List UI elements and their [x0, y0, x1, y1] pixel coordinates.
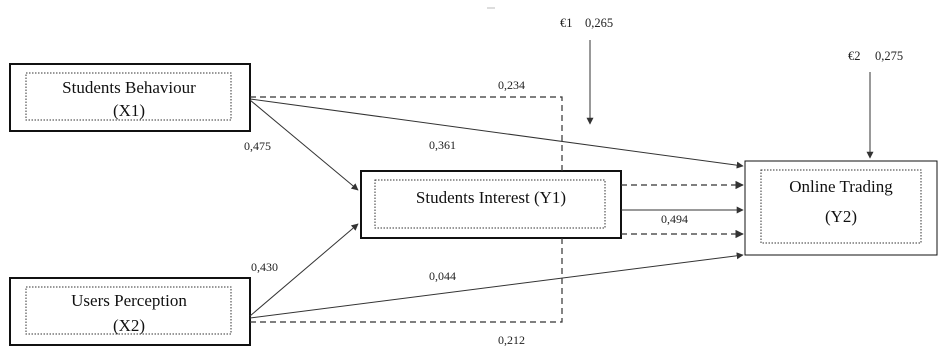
coef-x2-to-y1: 0,430 [251, 260, 278, 274]
coef-x1-to-y1: 0,475 [244, 139, 271, 153]
path-x2-to-y2 [249, 252, 744, 319]
node-online-trading: Online Trading (Y2) [744, 160, 938, 256]
dashed-path-x2-indirect [250, 238, 563, 323]
node-students-interest: Students Interest (Y1) [360, 170, 622, 239]
node-users-perception: Users Perception (X2) [9, 277, 251, 346]
node-y1-label: Students Interest (Y1) [416, 188, 566, 207]
path-x1-to-y2 [249, 98, 744, 169]
dashed-path-x1-indirect [250, 96, 563, 171]
node-students-behaviour: Students Behaviour (X1) [9, 63, 251, 132]
node-x2-code: (X2) [113, 316, 145, 335]
error-e2-value: 0,275 [875, 49, 903, 63]
coef-x1-indirect: 0,234 [498, 78, 525, 92]
coef-x2-indirect: 0,212 [498, 333, 525, 347]
node-y2-code: (Y2) [825, 207, 857, 226]
node-x1-label: Students Behaviour [62, 78, 196, 97]
coef-x2-to-y2: 0,044 [429, 269, 456, 283]
path-x2-to-y1 [249, 223, 359, 317]
error-e2-symbol: €2 [848, 49, 861, 63]
node-x2-label: Users Perception [71, 291, 187, 310]
node-y2-label: Online Trading [789, 177, 893, 196]
error-e1-symbol: €1 [560, 16, 573, 30]
coef-y1-to-y2: 0,494 [661, 212, 688, 226]
node-x1-code: (X1) [113, 101, 145, 120]
path-x1-to-y1 [249, 99, 359, 191]
error-e1-value: 0,265 [585, 16, 613, 30]
coef-x1-to-y2: 0,361 [429, 138, 456, 152]
